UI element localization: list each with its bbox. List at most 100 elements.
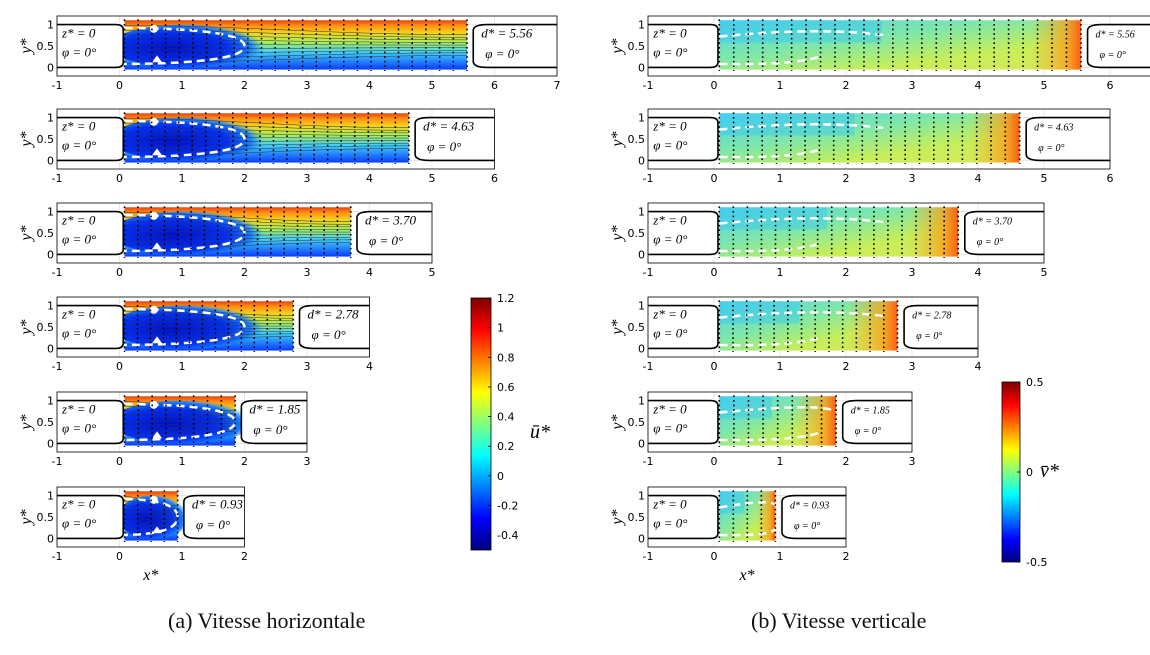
x-tick-label: 0 bbox=[116, 550, 123, 563]
colorbar-tick-label: 0.6 bbox=[497, 381, 515, 394]
x-tick-label: 0 bbox=[711, 550, 718, 563]
y-axis-label: y* bbox=[18, 131, 35, 148]
x-tick-label: 3 bbox=[909, 266, 916, 279]
x-tick-label: 6 bbox=[1107, 79, 1114, 92]
axes-frame bbox=[647, 15, 1150, 77]
y-axis-label: y* bbox=[609, 414, 626, 431]
upstream-block bbox=[648, 23, 719, 69]
x-tick-label: -1 bbox=[643, 550, 654, 563]
axes-frame bbox=[56, 15, 558, 77]
y-tick-label: 0 bbox=[47, 61, 54, 74]
phi-label-right: φ = 0° bbox=[427, 139, 461, 154]
axes-frame bbox=[56, 108, 495, 170]
phi-label-right: φ = 0° bbox=[1038, 143, 1064, 154]
separation-line bbox=[719, 55, 820, 66]
x-tick-label: 1 bbox=[777, 266, 784, 279]
y-tick-label: 1 bbox=[47, 300, 54, 313]
d-label: d* = 0.93 bbox=[790, 500, 829, 511]
velocity-field bbox=[719, 20, 1081, 70]
vortex-center-bottom bbox=[152, 148, 162, 156]
streamline bbox=[124, 420, 236, 422]
colorbar-tick-label: -0.2 bbox=[497, 500, 518, 513]
x-tick-label: 3 bbox=[909, 172, 916, 185]
phi-label: φ = 0° bbox=[62, 421, 96, 436]
streamline bbox=[124, 306, 294, 316]
x-tick-label: -1 bbox=[643, 360, 654, 373]
x-tick-label: 1 bbox=[179, 455, 186, 468]
streamline bbox=[124, 500, 178, 509]
x-tick-label: -1 bbox=[643, 266, 654, 279]
x-tick-label: 6 bbox=[491, 79, 498, 92]
streamline bbox=[124, 55, 468, 64]
streamline bbox=[124, 518, 178, 521]
y-tick-label: 0.5 bbox=[37, 40, 55, 53]
streamline bbox=[124, 425, 236, 430]
x-tick-label: 2 bbox=[843, 266, 850, 279]
x-tick-label: 4 bbox=[975, 360, 982, 373]
colorbar-tick-label: 0 bbox=[1026, 466, 1033, 479]
streamline bbox=[124, 239, 351, 246]
vortex-center-top bbox=[149, 400, 158, 409]
streamline bbox=[124, 328, 294, 331]
x-tick-label: 1 bbox=[777, 172, 784, 185]
x-tick-label: 6 bbox=[1107, 172, 1114, 185]
subplot-a-3: z* = 0φ = 0°d* = 2.78φ = 0°-1 0 1 2 3 400.51y… bbox=[18, 296, 373, 373]
streamline bbox=[124, 320, 294, 324]
y-tick-label: 0 bbox=[638, 154, 645, 167]
x-tick-label: 1 bbox=[179, 360, 186, 373]
phi-label-right: φ = 0° bbox=[855, 426, 881, 437]
y-tick-label: 0.5 bbox=[37, 511, 55, 524]
y-tick-label: 0.5 bbox=[628, 133, 646, 146]
colorbar-label: v̄* bbox=[1040, 460, 1059, 482]
phi-label: φ = 0° bbox=[653, 421, 687, 436]
y-axis-label: y* bbox=[18, 38, 35, 55]
y-tick-label: 1 bbox=[47, 395, 54, 408]
vortex-center-bottom bbox=[152, 55, 162, 63]
hot-region bbox=[1030, 20, 1081, 70]
phi-label: φ = 0° bbox=[653, 326, 687, 341]
vortex-center-bottom bbox=[152, 242, 162, 250]
x-tick-label: 3 bbox=[909, 455, 916, 468]
colorbar-tick-label: 0 bbox=[497, 470, 504, 483]
x-tick-label: 5 bbox=[1041, 79, 1048, 92]
colorbar-scale bbox=[470, 297, 492, 551]
vortex-center-top bbox=[149, 117, 158, 126]
y-tick-label: 1 bbox=[638, 300, 645, 313]
x-tick-label: 5 bbox=[429, 79, 436, 92]
z-label: z* = 0 bbox=[61, 25, 96, 40]
x-tick-label: 5 bbox=[1041, 172, 1048, 185]
separation-line bbox=[719, 217, 886, 225]
x-tick-label: 2 bbox=[241, 455, 248, 468]
streamline bbox=[124, 520, 178, 525]
streamline bbox=[124, 137, 409, 139]
x-tick-label: 4 bbox=[975, 79, 982, 92]
hot-region bbox=[847, 301, 898, 351]
colorbar-tick-label: 0.8 bbox=[497, 351, 515, 364]
separation-line bbox=[719, 527, 777, 537]
phi-label-right: φ = 0° bbox=[369, 233, 403, 248]
panel-a-horizontal-velocity: z* = 0 φ = 0° d* = 5.56 φ = 0° -1 0 1 2 3 4 5 6 7 0 0.… bbox=[18, 15, 561, 584]
x-tick-label: 4 bbox=[366, 172, 373, 185]
streamline bbox=[124, 49, 468, 54]
x-tick-label: 0 bbox=[711, 360, 718, 373]
separation-line bbox=[719, 431, 820, 442]
d-label: d* = 4.63 bbox=[423, 118, 475, 133]
x-tick-label: 5 bbox=[1041, 266, 1048, 279]
x-tick-label: -1 bbox=[643, 172, 654, 185]
vortex-center-top bbox=[149, 305, 158, 314]
axes-frame bbox=[56, 296, 370, 358]
y-axis-label: y* bbox=[609, 509, 626, 526]
y-tick-label: 0 bbox=[638, 248, 645, 261]
streamline bbox=[124, 47, 468, 50]
streamline bbox=[124, 25, 468, 35]
x-tick-label: 5 bbox=[429, 266, 436, 279]
y-tick-label: 0.5 bbox=[628, 40, 646, 53]
z-label: z* = 0 bbox=[61, 401, 96, 416]
x-tick-label: 0 bbox=[711, 266, 718, 279]
axes-frame bbox=[647, 486, 847, 548]
vortex-center-top bbox=[149, 211, 158, 220]
upstream-block bbox=[57, 494, 125, 540]
y-tick-label: 0 bbox=[638, 532, 645, 545]
hot-region bbox=[795, 396, 837, 446]
x-axis-label: x* bbox=[142, 567, 158, 584]
